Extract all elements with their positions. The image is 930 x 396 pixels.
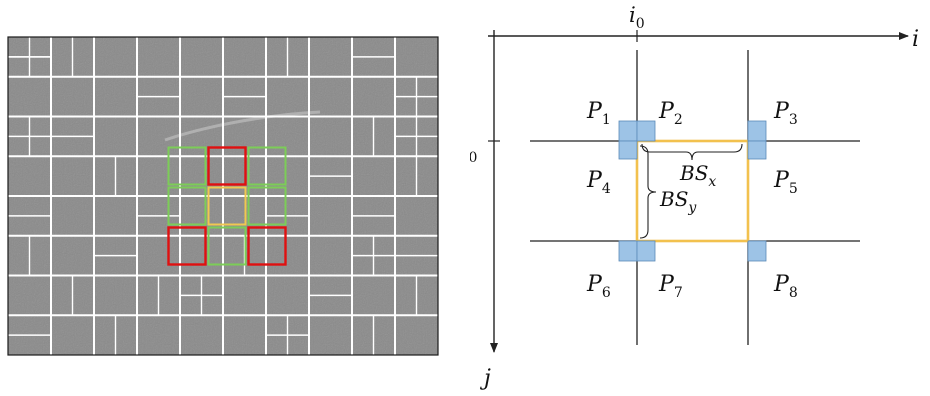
block-grid-lines bbox=[530, 50, 860, 345]
label-p2: P2 bbox=[658, 99, 683, 128]
corner-square-p7 bbox=[636, 240, 656, 262]
current-block-outline bbox=[635, 139, 750, 243]
corner-square-p4 bbox=[618, 140, 638, 160]
frame-border bbox=[7, 36, 439, 356]
label-p8: P8 bbox=[773, 272, 798, 301]
j-axis-label: j bbox=[479, 366, 491, 391]
bsx-brace bbox=[641, 143, 743, 161]
i0-label: i0 bbox=[629, 3, 645, 32]
corner-square-p6 bbox=[618, 240, 638, 262]
bsx-label: BSx bbox=[679, 161, 716, 190]
neighbor-block bbox=[167, 186, 207, 226]
neighbor-block bbox=[167, 146, 207, 186]
corner-square-p5 bbox=[747, 140, 767, 160]
block-partition-frame bbox=[7, 36, 439, 356]
j0-label: j0 bbox=[470, 137, 477, 166]
bsy-brace bbox=[639, 145, 657, 239]
corner-square-p8 bbox=[747, 240, 767, 262]
highlight-blocks bbox=[167, 146, 287, 266]
corner-square-p1 bbox=[618, 120, 638, 142]
label-p1: P1 bbox=[586, 99, 611, 128]
current-block bbox=[207, 186, 247, 226]
label-p3: P3 bbox=[773, 99, 798, 128]
label-p6: P6 bbox=[586, 272, 611, 301]
neighbor-block bbox=[207, 146, 247, 186]
corner-square-p3 bbox=[747, 120, 767, 142]
neighbor-block bbox=[207, 226, 247, 266]
frame-panel bbox=[0, 0, 445, 392]
label-p5: P5 bbox=[773, 168, 798, 197]
frame-streak bbox=[164, 110, 321, 142]
label-p7: P7 bbox=[658, 272, 683, 301]
block-corner-diagram: i j i0 j0 P1 P2 P3 P4 bbox=[458, 3, 919, 391]
label-p4: P4 bbox=[586, 168, 611, 197]
diagram-panel: i j i0 j0 P1 P2 P3 P4 bbox=[458, 0, 930, 392]
neighbor-block bbox=[247, 226, 287, 266]
bsy-label: BSy bbox=[659, 187, 697, 216]
corner-square-p2 bbox=[636, 120, 656, 142]
neighbor-block bbox=[247, 146, 287, 186]
partition-grid bbox=[8, 37, 438, 355]
i-axis-label: i bbox=[912, 27, 919, 52]
neighbor-block bbox=[247, 186, 287, 226]
neighbor-block bbox=[167, 226, 207, 266]
corner-squares bbox=[618, 120, 767, 262]
